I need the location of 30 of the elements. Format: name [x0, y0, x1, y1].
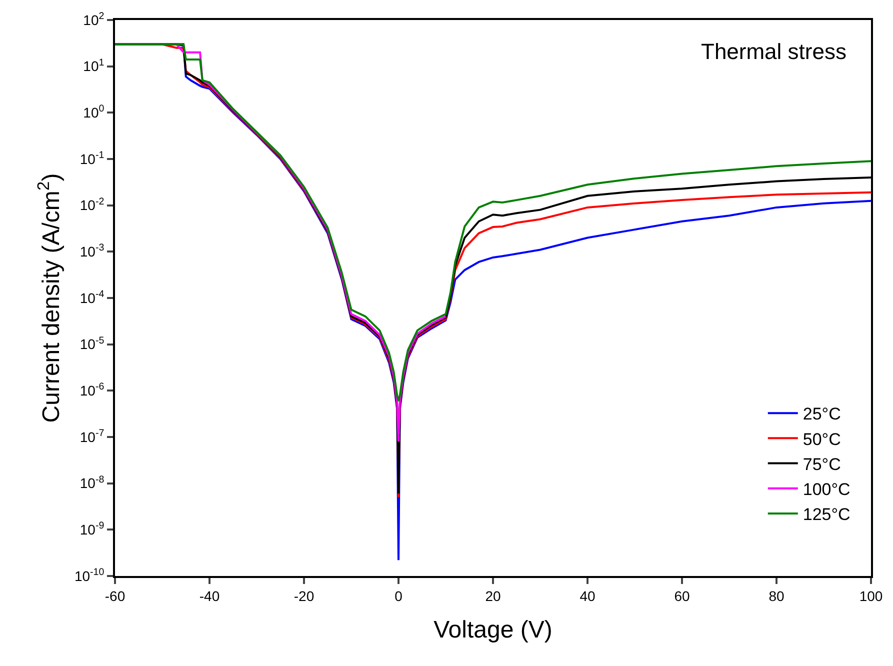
y-tick-label: 10$^{1}$: [83, 57, 104, 74]
y-tick-label: 10$^{-7}$: [80, 428, 104, 445]
x-tick-label: -60: [104, 588, 126, 604]
y-tick-label: 10$^{-2}$: [80, 196, 104, 214]
legend-label: 100°C: [802, 480, 850, 499]
legend-label: 50°C: [802, 430, 841, 449]
x-tick-label: 0: [394, 588, 403, 604]
y-tick-label: 10$^{-9}$: [80, 520, 104, 538]
y-tick-label: 10$^{-4}$: [80, 289, 105, 306]
x-tick-label: 100: [859, 588, 883, 604]
y-tick-label: 10$^{-3}$: [80, 242, 105, 260]
y-tick-label: 10$^{-1}$: [80, 150, 104, 167]
legend-label: 75°C: [802, 454, 841, 474]
x-tick-label: -40: [199, 588, 220, 604]
legend-label: 125°C: [802, 505, 850, 524]
x-tick-label: 20: [485, 588, 501, 604]
x-tick-label: 40: [580, 588, 596, 604]
line-series: [115, 43, 871, 402]
y-tick-label: 10$^{0}$: [83, 104, 105, 121]
x-tick-label: 80: [768, 588, 784, 604]
y-tick-label: 10$^{-8}$: [80, 474, 105, 492]
x-tick-label: 60: [674, 588, 690, 604]
legend-label: 25°C: [802, 404, 841, 424]
x-tick-label: -20: [294, 588, 314, 604]
y-tick-label: 10$^{-6}$: [80, 382, 105, 399]
annotation: Thermal stress: [701, 39, 846, 64]
y-tick-label: 10$^{-10}$: [74, 567, 105, 584]
x-axis-title: Voltage (V): [434, 616, 552, 644]
y-tick-label: 10$^{-5}$: [80, 335, 105, 352]
y-tick-label: 10$^{2}$: [83, 11, 104, 28]
